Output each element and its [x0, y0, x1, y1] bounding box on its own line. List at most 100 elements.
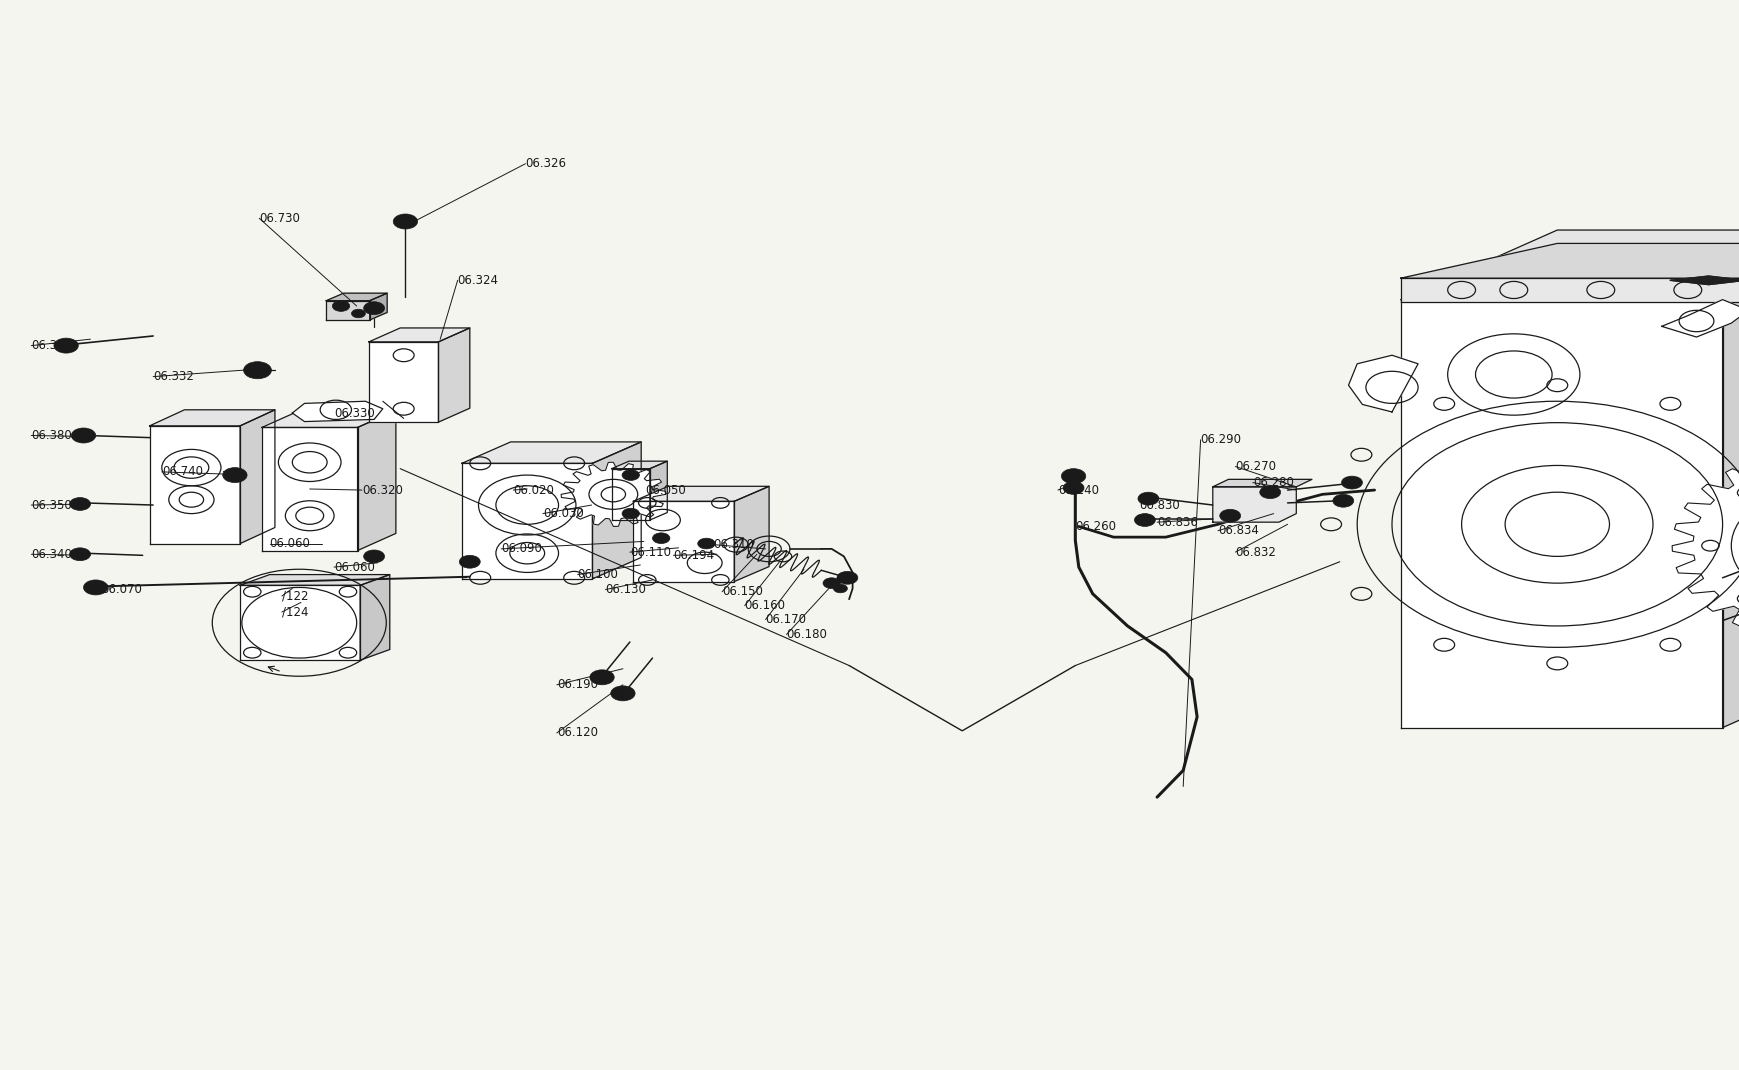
- Polygon shape: [1669, 276, 1739, 285]
- Text: 06.324: 06.324: [457, 274, 499, 287]
- Circle shape: [1063, 482, 1083, 494]
- Polygon shape: [358, 411, 395, 551]
- Polygon shape: [562, 462, 664, 526]
- Polygon shape: [650, 461, 668, 520]
- Text: 06.310: 06.310: [713, 538, 753, 551]
- Text: 06.110: 06.110: [630, 546, 671, 559]
- Text: 06.170: 06.170: [765, 613, 807, 626]
- Circle shape: [83, 580, 108, 595]
- Text: 06.090: 06.090: [501, 542, 541, 555]
- Text: 06.740: 06.740: [162, 465, 203, 478]
- Text: 06.332: 06.332: [153, 370, 193, 383]
- Polygon shape: [438, 328, 470, 423]
- Polygon shape: [327, 301, 370, 320]
- Circle shape: [1134, 514, 1155, 526]
- Text: /122: /122: [282, 590, 308, 602]
- Polygon shape: [150, 426, 240, 544]
- Polygon shape: [1400, 300, 1722, 728]
- Polygon shape: [734, 487, 769, 582]
- Polygon shape: [240, 575, 390, 585]
- Circle shape: [332, 301, 350, 311]
- Polygon shape: [261, 411, 395, 428]
- Polygon shape: [1661, 300, 1739, 337]
- Circle shape: [223, 468, 247, 483]
- Text: 06.730: 06.730: [259, 212, 299, 225]
- Text: 06.834: 06.834: [1217, 524, 1257, 537]
- Circle shape: [823, 578, 840, 589]
- Text: 06.100: 06.100: [577, 568, 617, 581]
- Circle shape: [652, 533, 670, 544]
- Text: 06.060: 06.060: [334, 561, 374, 574]
- Circle shape: [1137, 492, 1158, 505]
- Circle shape: [1061, 469, 1085, 484]
- Circle shape: [393, 214, 417, 229]
- Text: 06.180: 06.180: [786, 628, 826, 641]
- Text: 06.380: 06.380: [31, 429, 71, 442]
- Text: 06.350: 06.350: [31, 499, 71, 511]
- Circle shape: [54, 338, 78, 353]
- Text: 06.290: 06.290: [1200, 433, 1242, 446]
- Text: 06.240: 06.240: [1057, 484, 1099, 496]
- Polygon shape: [240, 585, 360, 660]
- Polygon shape: [1671, 447, 1739, 644]
- Text: 06.020: 06.020: [513, 484, 553, 496]
- Polygon shape: [1212, 479, 1311, 487]
- Circle shape: [363, 302, 384, 315]
- Circle shape: [1341, 476, 1362, 489]
- Text: 06.120: 06.120: [556, 727, 598, 739]
- Polygon shape: [612, 469, 650, 520]
- Polygon shape: [463, 463, 591, 579]
- Text: 06.160: 06.160: [744, 599, 786, 612]
- Text: /124: /124: [282, 606, 308, 618]
- Circle shape: [1219, 509, 1240, 522]
- Circle shape: [70, 548, 90, 561]
- Circle shape: [1504, 492, 1609, 556]
- Polygon shape: [1722, 230, 1739, 728]
- Circle shape: [833, 584, 847, 593]
- Text: 06.330: 06.330: [334, 407, 374, 419]
- Polygon shape: [591, 442, 642, 579]
- Polygon shape: [612, 461, 668, 469]
- Text: 06.050: 06.050: [645, 484, 685, 496]
- Text: 06.260: 06.260: [1075, 520, 1116, 533]
- Text: 06.360: 06.360: [31, 339, 71, 352]
- Circle shape: [71, 428, 96, 443]
- Polygon shape: [1212, 487, 1296, 522]
- Circle shape: [1332, 494, 1353, 507]
- Polygon shape: [370, 293, 388, 320]
- Text: 06.836: 06.836: [1156, 516, 1196, 529]
- Text: 06.194: 06.194: [673, 549, 715, 562]
- Circle shape: [590, 670, 614, 685]
- Text: 06.150: 06.150: [722, 585, 762, 598]
- Polygon shape: [292, 401, 383, 422]
- Text: 06.130: 06.130: [605, 583, 645, 596]
- Polygon shape: [1400, 230, 1739, 300]
- Circle shape: [836, 571, 857, 584]
- Circle shape: [351, 309, 365, 318]
- Circle shape: [459, 555, 480, 568]
- Circle shape: [610, 686, 635, 701]
- Polygon shape: [463, 442, 642, 463]
- Circle shape: [1259, 486, 1280, 499]
- Text: 06.190: 06.190: [556, 678, 598, 691]
- Polygon shape: [1400, 244, 1739, 278]
- Circle shape: [623, 470, 640, 480]
- Text: 06.830: 06.830: [1139, 499, 1179, 511]
- Text: 06.070: 06.070: [101, 583, 141, 596]
- Circle shape: [623, 508, 640, 519]
- Circle shape: [363, 550, 384, 563]
- Polygon shape: [1400, 278, 1739, 302]
- Text: 06.280: 06.280: [1252, 476, 1292, 489]
- Text: 06.320: 06.320: [362, 484, 402, 496]
- Circle shape: [697, 538, 715, 549]
- Circle shape: [243, 362, 271, 379]
- Text: 06.340: 06.340: [31, 548, 71, 561]
- Text: 06.832: 06.832: [1235, 546, 1275, 559]
- Polygon shape: [1348, 355, 1417, 412]
- Polygon shape: [369, 342, 438, 423]
- Text: 06.270: 06.270: [1235, 460, 1276, 473]
- Text: 06.030: 06.030: [543, 507, 583, 520]
- Polygon shape: [633, 502, 734, 582]
- Polygon shape: [327, 293, 388, 301]
- Polygon shape: [633, 487, 769, 502]
